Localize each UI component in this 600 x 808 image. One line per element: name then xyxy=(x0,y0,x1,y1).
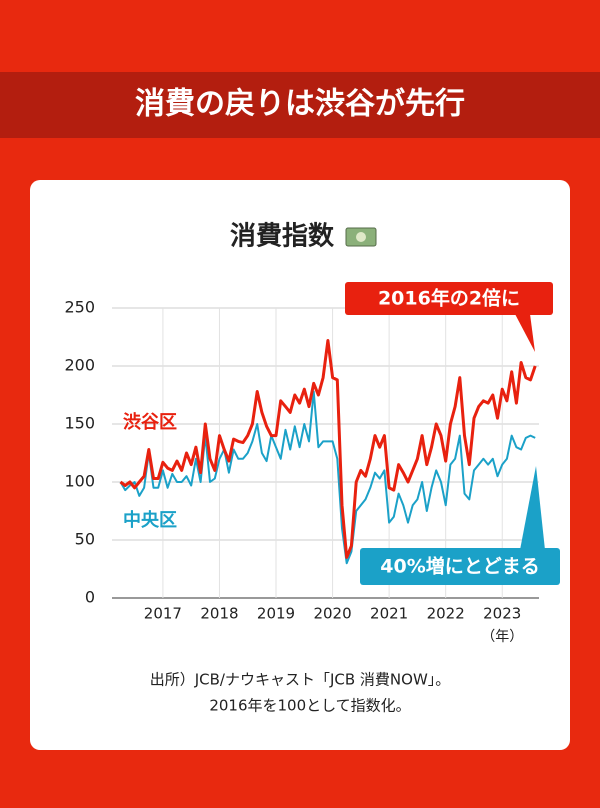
series-label: 中央区 xyxy=(123,509,177,531)
callout-pointer xyxy=(515,314,535,352)
series-line xyxy=(119,390,536,565)
chart-title: 消費指数 xyxy=(230,222,335,252)
y-tick-label: 200 xyxy=(64,356,95,375)
series-label: 渋谷区 xyxy=(123,411,177,433)
source-note: 出所）JCB/ナウキャスト「JCB 消費NOW」。 xyxy=(150,671,451,689)
callout-pointer xyxy=(520,466,545,550)
x-unit: （年） xyxy=(481,629,523,645)
x-tick-label: 2023 xyxy=(483,605,521,623)
y-tick-label: 50 xyxy=(75,530,95,549)
card xyxy=(30,180,570,750)
x-tick-label: 2018 xyxy=(200,605,238,623)
y-tick-label: 0 xyxy=(85,588,95,607)
y-tick-label: 250 xyxy=(64,298,95,317)
x-tick-label: 2022 xyxy=(427,605,465,623)
money-icon xyxy=(345,227,377,247)
header-band xyxy=(0,72,600,138)
headline: 消費の戻りは渋谷が先行 xyxy=(135,87,465,122)
annotation: 40%増にとどまる xyxy=(380,555,539,578)
plot: 0 50 100 150 200 250 2017 2018 2019 2020 2021 2022 2… xyxy=(64,298,539,645)
callout-box xyxy=(345,282,553,315)
series-line xyxy=(119,339,537,559)
x-tick-label: 2021 xyxy=(370,605,408,623)
y-tick-label: 150 xyxy=(64,414,95,433)
y-tick-label: 100 xyxy=(64,472,95,491)
source-note: 2016年を100として指数化。 xyxy=(209,697,410,715)
annotation: 2016年の2倍に xyxy=(378,287,520,310)
x-tick-label: 2017 xyxy=(144,605,182,623)
x-tick-label: 2020 xyxy=(313,605,351,623)
callout-box xyxy=(360,548,560,585)
x-tick-label: 2019 xyxy=(257,605,295,623)
